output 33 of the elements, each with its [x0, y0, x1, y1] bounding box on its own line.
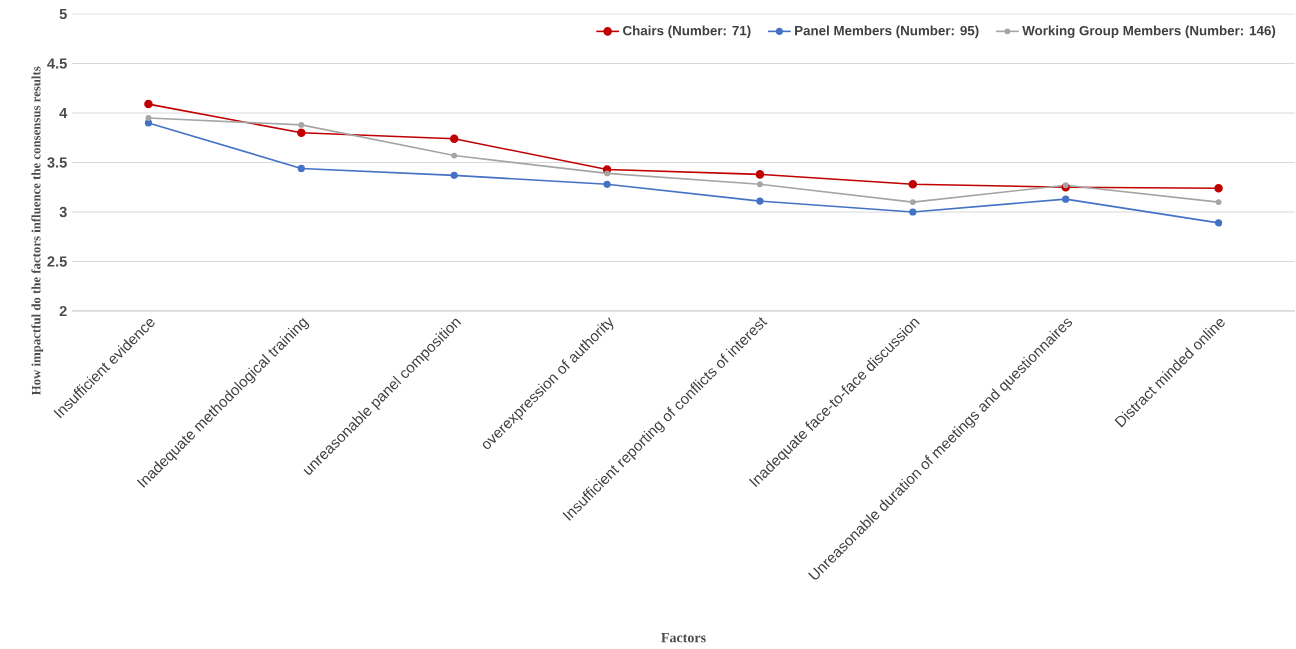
point	[755, 170, 765, 179]
y-tick-label: 3	[59, 206, 67, 218]
point	[908, 180, 918, 189]
point	[298, 121, 305, 128]
point	[603, 180, 611, 188]
legend-label: Working Group Members (Number: 146)	[1022, 25, 1276, 39]
point	[144, 119, 153, 127]
point	[756, 197, 764, 205]
y-axis-title: How impactful do the factors influence the consensus results	[31, 66, 44, 396]
y-tick-label: 2.5	[47, 256, 67, 267]
point	[297, 164, 305, 173]
point	[450, 171, 458, 179]
point	[909, 208, 917, 216]
point	[297, 128, 306, 138]
point	[145, 115, 152, 121]
y-tick-label: 5	[59, 8, 67, 20]
y-tick-label: 2	[59, 305, 67, 317]
point	[1215, 199, 1222, 206]
x-axis-title: Factors	[661, 633, 706, 643]
legend-label: Panel Members (Number: 95)	[795, 25, 979, 38]
y-tick-label: 3.5	[47, 157, 67, 168]
point	[144, 99, 153, 109]
y-tick-label: 4.5	[47, 58, 67, 69]
point	[604, 170, 610, 177]
legend-label: Chairs (Number: 71)	[623, 25, 751, 38]
point	[1214, 183, 1223, 193]
point	[449, 134, 459, 144]
point	[1214, 219, 1223, 227]
point	[451, 152, 458, 159]
point	[1062, 195, 1070, 203]
point	[757, 181, 763, 188]
y-tick-label: 4	[59, 107, 68, 119]
point	[909, 199, 916, 206]
